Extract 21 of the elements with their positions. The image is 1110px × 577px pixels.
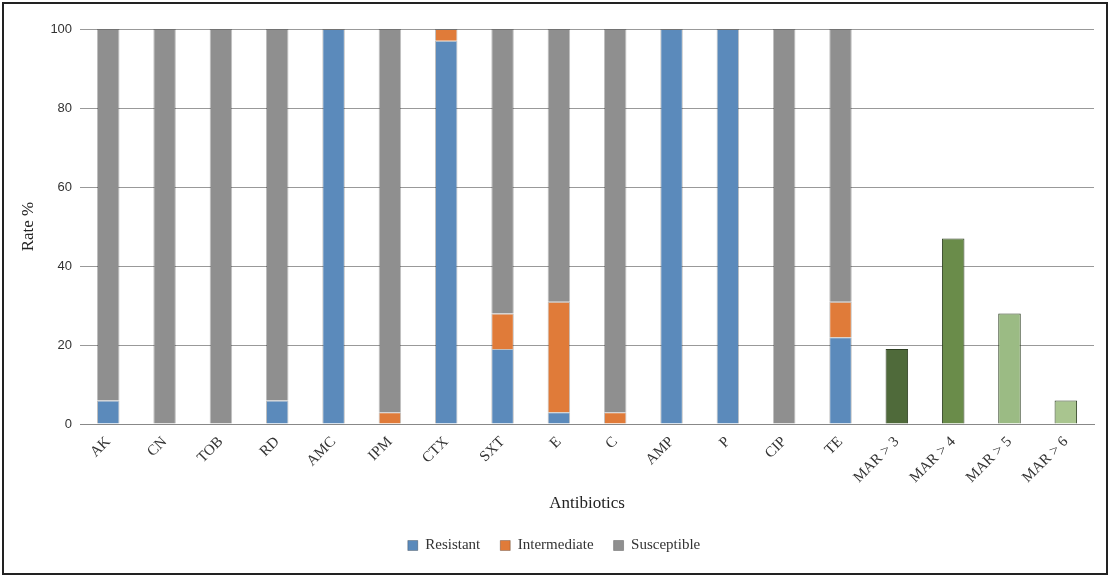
- y-tick-label: 20: [57, 336, 73, 352]
- y-tick-label: 40: [57, 257, 73, 273]
- x-tick-label: TE: [821, 433, 846, 458]
- legend-label: Intermediate: [517, 536, 594, 553]
- x-tick-label: C: [601, 433, 621, 452]
- x-tick-label: TOB: [193, 433, 226, 466]
- x-tick-label: AK: [86, 432, 114, 460]
- x-tick-label: P: [715, 433, 733, 451]
- y-axis-title: Rate %: [17, 201, 37, 252]
- x-axis-title: Antibiotics: [549, 493, 625, 513]
- x-tick-label: E: [545, 433, 564, 451]
- x-tick-label: CN: [143, 432, 170, 460]
- y-tick-label: 0: [64, 415, 73, 431]
- y-tick-label: 80: [57, 99, 73, 115]
- legend-label: Susceptible: [631, 536, 701, 553]
- legend-label: Resistant: [425, 536, 482, 553]
- y-tick-label: 60: [57, 178, 73, 194]
- x-tick-label: RD: [256, 432, 283, 460]
- y-tick-label: 100: [50, 20, 73, 36]
- x-tick-label: CIP: [761, 433, 790, 461]
- x-tick-label: IPM: [364, 433, 395, 464]
